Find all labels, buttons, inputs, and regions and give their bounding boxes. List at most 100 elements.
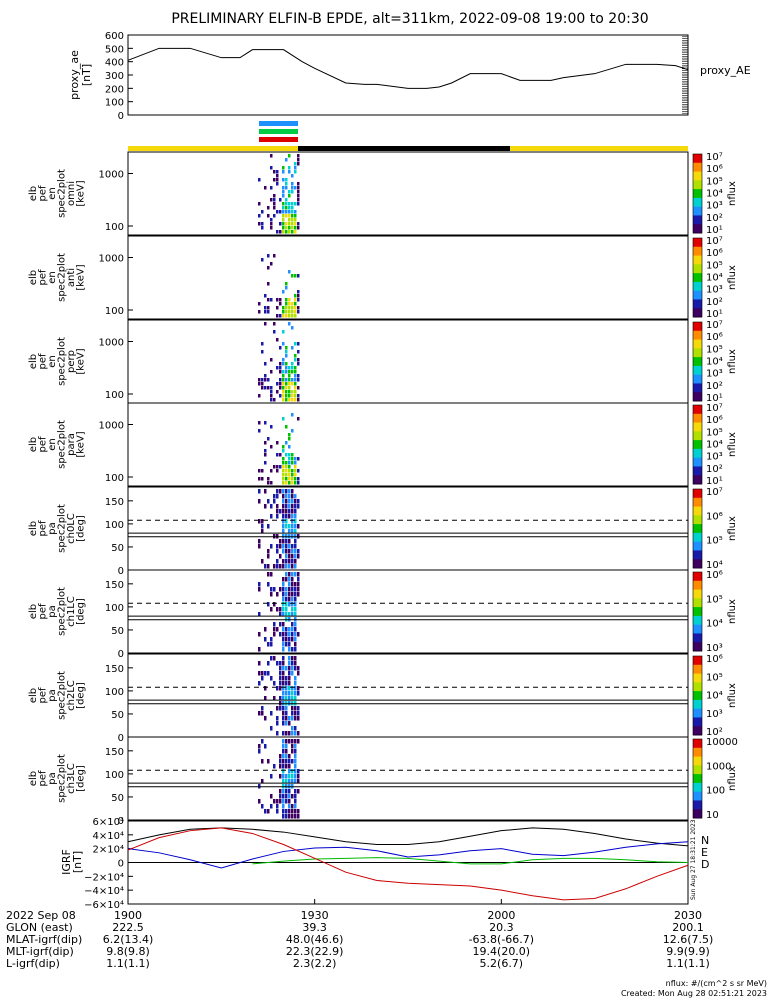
spec-cell bbox=[282, 731, 285, 736]
spec-cell bbox=[264, 564, 267, 569]
spec-cell bbox=[258, 222, 261, 226]
spec-cell bbox=[264, 441, 267, 445]
spec-cell bbox=[282, 330, 285, 334]
spec-cell bbox=[273, 622, 276, 627]
spec-cell bbox=[261, 342, 264, 346]
spec-ytick-label: 1000 bbox=[99, 170, 124, 181]
spec-cell bbox=[288, 166, 291, 170]
ephem-value: 9.8(9.8) bbox=[106, 945, 150, 958]
spec-cell bbox=[285, 716, 288, 721]
spec-cell bbox=[297, 711, 300, 716]
spec-cell bbox=[294, 461, 297, 465]
spec-cell bbox=[285, 346, 288, 350]
spec-ylabel: [keV] bbox=[76, 264, 87, 290]
spec-cell bbox=[270, 711, 273, 716]
spec-cell bbox=[261, 378, 264, 382]
spec-cell bbox=[288, 465, 291, 469]
spec-cell bbox=[285, 637, 288, 642]
spec-ylabel: elb bbox=[28, 354, 39, 369]
spec-cell bbox=[279, 509, 282, 514]
spec-cell bbox=[261, 519, 264, 524]
spec-cell bbox=[294, 382, 297, 386]
spec-cell bbox=[282, 390, 285, 394]
spec-cell bbox=[288, 564, 291, 569]
spec-cell bbox=[291, 779, 294, 784]
spec-cell bbox=[288, 676, 291, 681]
spec-cell bbox=[288, 524, 291, 529]
spec-cell bbox=[294, 302, 297, 306]
spec-cell bbox=[285, 461, 288, 465]
spec-cell bbox=[276, 799, 279, 804]
spec-cell bbox=[297, 417, 300, 421]
spec-cell bbox=[288, 617, 291, 622]
spec-cell bbox=[288, 433, 291, 437]
spec-cell bbox=[288, 302, 291, 306]
zone-bar-red bbox=[259, 137, 298, 142]
spec-cell bbox=[279, 632, 282, 637]
spec-cell bbox=[285, 310, 288, 314]
ephem-value: 1.1(1.1) bbox=[106, 957, 150, 970]
spec-cell bbox=[270, 642, 273, 647]
spec-cell bbox=[264, 386, 267, 390]
spec-ylabel: pef bbox=[38, 185, 49, 202]
spec-cell bbox=[264, 378, 267, 382]
spec-cell bbox=[285, 764, 288, 769]
spec-cell bbox=[258, 661, 261, 666]
spec-cell bbox=[270, 358, 273, 362]
spec-cell bbox=[285, 206, 288, 210]
spec-cell bbox=[297, 162, 300, 166]
spec-ylabel: en bbox=[47, 438, 58, 451]
spec-cell bbox=[288, 656, 291, 661]
spec-cell bbox=[285, 473, 288, 477]
spec-cell bbox=[285, 158, 288, 162]
spec-cell bbox=[282, 166, 285, 170]
spec-cell bbox=[258, 671, 261, 676]
colorbar-segment bbox=[693, 489, 702, 499]
spec-cell bbox=[288, 731, 291, 736]
spec-cell bbox=[288, 457, 291, 461]
spec-cell bbox=[297, 789, 300, 794]
spec-cell bbox=[282, 481, 285, 485]
colorbar-segment bbox=[693, 515, 702, 525]
spec-cell bbox=[291, 726, 294, 731]
spec-cell bbox=[279, 706, 282, 711]
spec-cell bbox=[288, 666, 291, 671]
spec-cell bbox=[261, 711, 264, 716]
colorbar-tick-label: 10¹ bbox=[706, 476, 723, 487]
spec-cell bbox=[288, 582, 291, 587]
spec-cell bbox=[285, 499, 288, 504]
spec-cell bbox=[276, 306, 279, 310]
spec-cell bbox=[291, 572, 294, 577]
spec-cell bbox=[288, 298, 291, 302]
colorbar-tick-label: 100 bbox=[706, 786, 725, 797]
spec-cell bbox=[291, 691, 294, 696]
colorbar-tick-label: 10⁴ bbox=[706, 273, 723, 284]
spec-cell bbox=[297, 298, 300, 302]
spec-ylabel: [deg] bbox=[76, 515, 87, 542]
colorbar-segment bbox=[693, 290, 702, 300]
colorbar-segment bbox=[693, 383, 702, 393]
spec-ytick-label: 100 bbox=[105, 770, 124, 781]
spec-cell bbox=[291, 378, 294, 382]
spec-cell bbox=[270, 222, 273, 226]
spec-cell bbox=[279, 681, 282, 686]
colorbar-segment bbox=[693, 739, 702, 749]
spec-frame bbox=[127, 653, 689, 738]
spec-cell bbox=[285, 198, 288, 202]
spec-cell bbox=[291, 661, 294, 666]
spec-cell bbox=[291, 366, 294, 370]
spec-cell bbox=[288, 789, 291, 794]
spec-cell bbox=[294, 759, 297, 764]
spec-cell bbox=[273, 206, 276, 210]
spec-cell bbox=[276, 686, 279, 691]
colorbar-segment bbox=[693, 281, 702, 292]
spec-cell bbox=[291, 382, 294, 386]
spec-cell bbox=[279, 362, 282, 366]
spec-cell bbox=[285, 298, 288, 302]
colorbar-label: nflux bbox=[727, 265, 738, 290]
spec-cell bbox=[267, 564, 270, 569]
spec-ylabel: elb bbox=[28, 771, 39, 786]
colorbar-tick-label: 10⁴ bbox=[706, 189, 723, 200]
